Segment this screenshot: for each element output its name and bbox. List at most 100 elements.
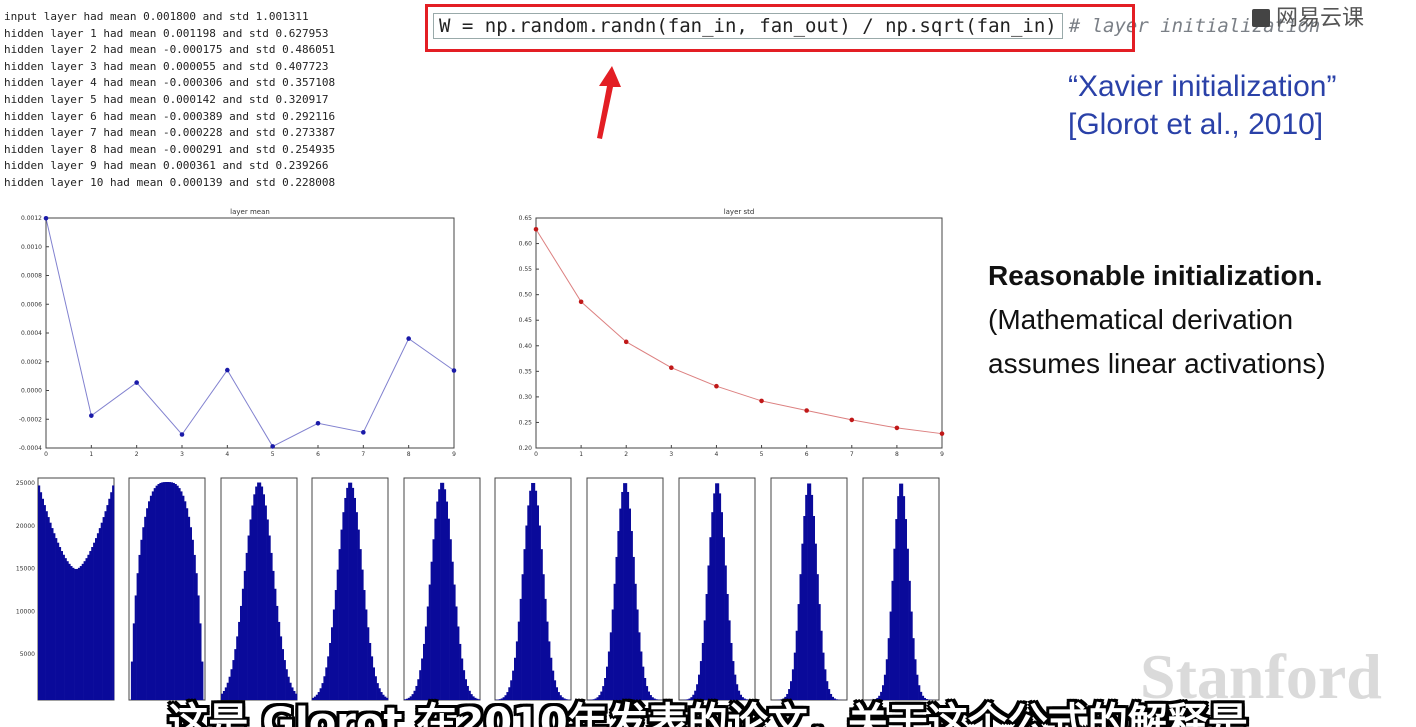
x-tick-label: 3 [669, 451, 673, 458]
histogram-bar [83, 561, 86, 700]
histogram-bar [889, 611, 892, 700]
histogram-bar [55, 538, 58, 700]
x-tick-label: 5 [271, 451, 275, 458]
y-tick-label: 0.55 [519, 266, 533, 273]
histogram-bar [500, 698, 503, 700]
y-tick-label: 0.30 [519, 394, 533, 401]
histogram-bar [538, 525, 541, 700]
histogram-bar [737, 690, 741, 700]
histogram-bar [540, 549, 543, 700]
histogram-bar [914, 659, 917, 700]
histogram-bar [644, 678, 647, 700]
histogram-bar [98, 528, 101, 700]
data-point [89, 413, 94, 418]
histogram-bar [38, 485, 41, 700]
histogram-bar [449, 539, 452, 700]
histogram-bar [743, 698, 746, 700]
histogram-bar [878, 695, 881, 700]
histogram-bar [245, 552, 248, 700]
y-tick-label: 0.0000 [21, 388, 42, 395]
histogram-bar [722, 537, 725, 700]
histogram-bar [457, 626, 460, 700]
histogram-bar [386, 697, 389, 700]
histogram-bar [270, 552, 273, 700]
y-tick-label: 0.0008 [21, 273, 42, 280]
histogram-bar [321, 683, 324, 700]
histogram-bar [238, 621, 241, 700]
histogram-bar [201, 661, 204, 700]
histogram-bar [882, 685, 885, 700]
histogram-bar [626, 491, 630, 700]
x-tick-label: 7 [850, 451, 854, 458]
console-line: hidden layer 9 had mean 0.000361 and std… [4, 159, 329, 173]
histogram-bar [428, 584, 431, 700]
data-point [225, 367, 230, 373]
histogram-bar [899, 483, 902, 700]
data-point [134, 380, 139, 385]
histogram-bar [279, 636, 283, 700]
histogram-bar [619, 508, 622, 700]
histogram-bar [876, 697, 879, 700]
histogram-bar [739, 694, 742, 700]
histogram-bar [816, 574, 819, 700]
histogram-bar [293, 691, 296, 700]
histogram-bar [355, 512, 358, 700]
histogram-bar [536, 505, 539, 700]
histogram-bar [607, 651, 611, 700]
histogram-bar [550, 657, 553, 700]
data-point [361, 430, 366, 435]
histogram-bar [916, 674, 919, 700]
histogram-bar [43, 505, 46, 700]
histogram-bar [405, 698, 409, 700]
data-point [533, 226, 539, 232]
histogram-bar [598, 695, 601, 700]
histogram-bar [793, 652, 796, 700]
histogram-bar [421, 658, 424, 700]
histogram-bar [423, 643, 426, 700]
histogram-bar [348, 482, 351, 700]
x-tick-label: 9 [452, 451, 456, 458]
histogram-bar [110, 492, 113, 700]
histogram-bar [534, 490, 538, 700]
histogram-bar [81, 563, 84, 700]
subtitle-caption: 这是 Glorot 在2010年发表的论文，关于这个公式的解释是 [168, 700, 1248, 727]
histogram-bar [822, 652, 825, 700]
histogram-bar [730, 642, 733, 700]
histogram-bar [468, 690, 471, 700]
histogram-bar [803, 516, 806, 700]
histogram-bar [241, 588, 245, 700]
x-tick-label: 8 [895, 451, 899, 458]
histogram-bar [247, 535, 250, 700]
console-line: input layer had mean 0.001800 and std 1.… [4, 10, 309, 23]
histogram-bar [887, 638, 890, 700]
y-tick-label: 0.0010 [21, 244, 42, 251]
histogram-bar [197, 595, 200, 700]
code-line: W = np.random.randn(fan_in, fan_out) / n… [433, 13, 1320, 39]
histogram-bar [504, 695, 507, 700]
histogram-bar [642, 666, 645, 700]
histogram-bar [548, 641, 551, 700]
histogram-bar [342, 512, 345, 700]
histogram-bar [79, 566, 82, 700]
histogram-bar [438, 489, 441, 700]
histogram-bar [517, 621, 520, 700]
histogram-bar [58, 547, 62, 700]
histogram-bar [295, 693, 298, 700]
histogram-bar [611, 609, 614, 700]
histogram-bar [628, 508, 631, 700]
chart-title: layer std [724, 208, 755, 216]
histogram-bar [176, 485, 179, 700]
histogram-bar [698, 674, 701, 700]
console-line: hidden layer 5 had mean 0.000142 and std… [4, 92, 329, 106]
histogram-bar [315, 694, 318, 700]
x-tick-label: 3 [180, 451, 184, 458]
histogram-bar [112, 485, 115, 700]
netease-logo-icon [1252, 9, 1270, 27]
histogram-bar [701, 642, 704, 700]
histogram-bar [705, 594, 708, 700]
histogram-bar [41, 498, 44, 700]
histogram-bar [136, 573, 139, 700]
console-line: hidden layer 6 had mean -0.000389 and st… [4, 109, 336, 123]
histogram-bar [638, 632, 641, 700]
histogram-bar [191, 539, 194, 700]
